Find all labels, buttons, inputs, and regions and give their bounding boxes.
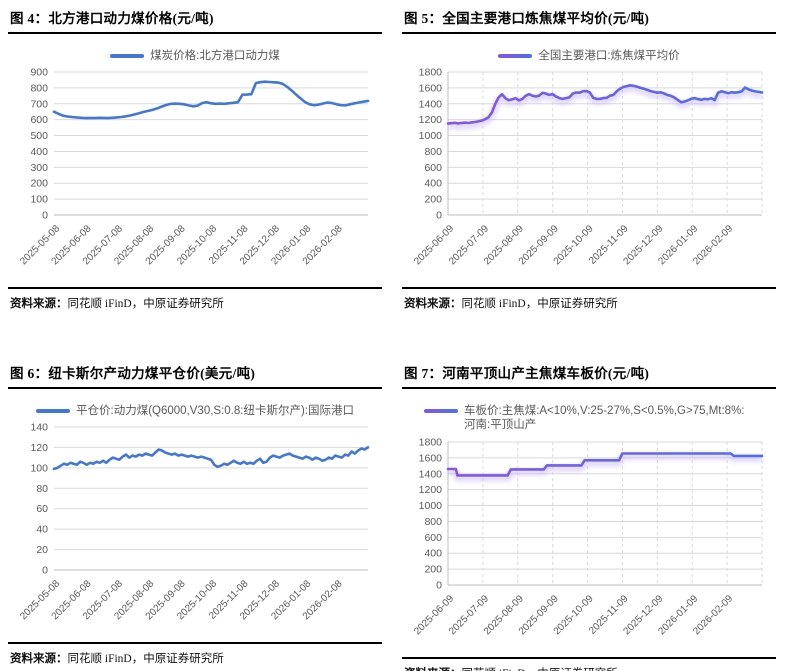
x-axis-tick-labels: 2025-05-082025-06-082025-07-082025-08-08… bbox=[18, 223, 345, 267]
y-axis-tick-labels: 0 200 400 600 800 1000 1200 1400 1600 1800 bbox=[419, 67, 443, 222]
y-tick-label: 700 bbox=[30, 99, 48, 111]
y-tick-label: 800 bbox=[30, 83, 48, 95]
chart-svg: 0 100 200 300 400 500 600 700 800 900 2025-05-0820… bbox=[18, 67, 370, 268]
y-tick-label: 500 bbox=[30, 130, 48, 142]
y-tick-label: 80 bbox=[36, 483, 48, 495]
x-axis-tick-labels: 2025-06-092025-07-092025-08-092025-09-09… bbox=[412, 593, 735, 637]
source-note: 资料来源：同花顺 iFinD，中原证券研究所 bbox=[402, 656, 776, 671]
source-text: 同花顺 iFinD，中原证券研究所 bbox=[67, 298, 224, 311]
chart-svg: 0 200 400 600 800 1000 1200 1400 1600 1800 2025-06… bbox=[412, 436, 764, 637]
y-tick-label: 0 bbox=[436, 210, 442, 222]
legend-line-swatch bbox=[110, 54, 145, 58]
source-text: 同花顺 iFinD，中原证券研究所 bbox=[462, 668, 618, 671]
y-tick-label: 200 bbox=[424, 194, 442, 206]
legend-line-swatch bbox=[498, 54, 533, 58]
line-chart: 0 20 40 60 80 100 120 140 2025-05-08 2025-06-08 20… bbox=[8, 420, 382, 638]
y-tick-label: 1200 bbox=[419, 115, 443, 127]
line-chart: 0 200 400 600 800 1000 1200 1400 1600 1800 2025-06… bbox=[402, 435, 776, 653]
y-tick-label: 400 bbox=[30, 146, 48, 158]
y-tick-label: 1800 bbox=[419, 67, 443, 79]
gridlines bbox=[54, 426, 368, 571]
y-tick-label: 1600 bbox=[419, 83, 443, 95]
legend-label: 煤炭价格:北方港口动力煤 bbox=[150, 50, 280, 62]
y-tick-label: 60 bbox=[36, 504, 48, 516]
source-label: 资料来源： bbox=[10, 653, 68, 666]
price-line bbox=[446, 84, 764, 126]
y-tick-label: 800 bbox=[424, 516, 442, 528]
price-line bbox=[52, 80, 370, 120]
x-axis-tick-labels: 2025-06-092025-07-092025-08-092025-09-09… bbox=[412, 223, 735, 267]
y-tick-label: 0 bbox=[42, 210, 48, 222]
figure-title: 图 6：纽卡斯尔产动力煤平仓价(美元/吨) bbox=[8, 360, 382, 389]
y-tick-label: 900 bbox=[30, 67, 48, 79]
y-tick-label: 140 bbox=[30, 422, 48, 434]
figure-panel-5: 图 5：全国主要港口炼焦煤平均价(元/吨) 全国主要港口:炼焦煤平均价 0 200… bbox=[394, 0, 788, 335]
y-tick-label: 400 bbox=[424, 547, 442, 559]
y-tick-label: 600 bbox=[30, 115, 48, 127]
source-label: 资料来源： bbox=[10, 298, 68, 311]
figure-panel-7: 图 7：河南平顶山产主焦煤车板价(元/吨) 车板价:主焦煤:A<10%,V:25… bbox=[394, 355, 788, 671]
y-tick-label: 100 bbox=[30, 194, 48, 206]
legend-line-swatch bbox=[424, 409, 458, 413]
y-axis-tick-labels: 0 20 40 60 80 100 120 140 bbox=[30, 422, 48, 577]
legend-label: 全国主要港口:炼焦煤平均价 bbox=[538, 50, 680, 62]
source-note: 资料来源：同花顺 iFinD，中原证券研究所 bbox=[8, 642, 382, 666]
gridlines bbox=[54, 71, 368, 216]
legend-label: 车板价:主焦煤:A<10%,V:25-27%,S<0.5%,G>75,Mt:8%… bbox=[464, 405, 745, 432]
source-text: 同花顺 iFinD，中原证券研究所 bbox=[461, 298, 618, 311]
y-tick-label: 40 bbox=[36, 524, 48, 536]
y-tick-label: 1600 bbox=[419, 452, 443, 464]
y-tick-label: 100 bbox=[30, 463, 48, 475]
y-tick-label: 600 bbox=[424, 162, 442, 174]
line-chart: 0 200 400 600 800 1000 1200 1400 1600 1800 2025-06… bbox=[402, 65, 776, 283]
y-axis-tick-labels: 0 100 200 300 400 500 600 700 800 900 bbox=[30, 67, 48, 222]
legend-line-swatch bbox=[36, 409, 70, 413]
y-tick-label: 600 bbox=[424, 532, 442, 544]
figure-title: 图 7：河南平顶山产主焦煤车板价(元/吨) bbox=[402, 360, 776, 389]
chart-svg: 0 200 400 600 800 1000 1200 1400 1600 1800 2025-06… bbox=[412, 67, 764, 268]
price-line-glow bbox=[448, 453, 762, 482]
price-line bbox=[52, 446, 370, 471]
chart-legend: 全国主要港口:炼焦煤平均价 bbox=[424, 49, 754, 63]
y-tick-label: 20 bbox=[36, 544, 48, 556]
y-tick-label: 1000 bbox=[419, 500, 443, 512]
y-tick-label: 1800 bbox=[419, 436, 443, 448]
y-tick-label: 300 bbox=[30, 162, 48, 174]
figure-panel-6: 图 6：纽卡斯尔产动力煤平仓价(美元/吨) 平仓价:动力煤(Q6000,V30,… bbox=[0, 355, 394, 671]
source-note: 资料来源：同花顺 iFinD，中原证券研究所 bbox=[8, 287, 382, 311]
gridlines bbox=[447, 71, 763, 216]
source-label: 资料来源： bbox=[404, 298, 462, 311]
line-chart: 0 100 200 300 400 500 600 700 800 900 2025-05-08 20… bbox=[8, 65, 382, 283]
chart-svg: 0 20 40 60 80 100 120 140 2025-05-082025-06-0820… bbox=[18, 422, 370, 623]
x-axis-tick-labels: 2025-05-082025-06-082025-07-082025-08-08… bbox=[18, 578, 345, 622]
chart-legend: 平仓价:动力煤(Q6000,V30,S:0.8:纽卡斯尔产):国际港口 bbox=[30, 404, 360, 418]
y-tick-label: 400 bbox=[424, 178, 442, 190]
y-tick-label: 1200 bbox=[419, 484, 443, 496]
figure-title: 图 4：北方港口动力煤价格(元/吨) bbox=[8, 5, 382, 34]
y-tick-label: 1400 bbox=[419, 99, 443, 111]
y-tick-label: 200 bbox=[30, 178, 48, 190]
source-label: 资料来源： bbox=[404, 668, 462, 671]
price-line bbox=[446, 451, 764, 477]
price-line-glow bbox=[447, 85, 763, 130]
y-tick-label: 120 bbox=[30, 442, 48, 454]
chart-legend: 煤炭价格:北方港口动力煤 bbox=[30, 49, 360, 63]
figure-title: 图 5：全国主要港口炼焦煤平均价(元/吨) bbox=[402, 5, 776, 34]
y-axis-tick-labels: 0 200 400 600 800 1000 1200 1400 1600 1800 bbox=[419, 436, 443, 591]
y-tick-label: 0 bbox=[436, 579, 442, 591]
y-tick-label: 0 bbox=[42, 565, 48, 577]
legend-label: 平仓价:动力煤(Q6000,V30,S:0.8:纽卡斯尔产):国际港口 bbox=[76, 405, 354, 417]
source-text: 同花顺 iFinD，中原证券研究所 bbox=[67, 653, 224, 666]
figure-panel-4: 图 4：北方港口动力煤价格(元/吨) 煤炭价格:北方港口动力煤 0 100 200 3… bbox=[0, 0, 394, 335]
y-tick-label: 800 bbox=[424, 146, 442, 158]
y-tick-label: 200 bbox=[424, 563, 442, 575]
chart-legend: 车板价:主焦煤:A<10%,V:25-27%,S<0.5%,G>75,Mt:8%… bbox=[424, 404, 754, 433]
y-tick-label: 1400 bbox=[419, 468, 443, 480]
source-note: 资料来源：同花顺 iFinD，中原证券研究所 bbox=[402, 287, 776, 311]
y-tick-label: 1000 bbox=[419, 130, 443, 142]
